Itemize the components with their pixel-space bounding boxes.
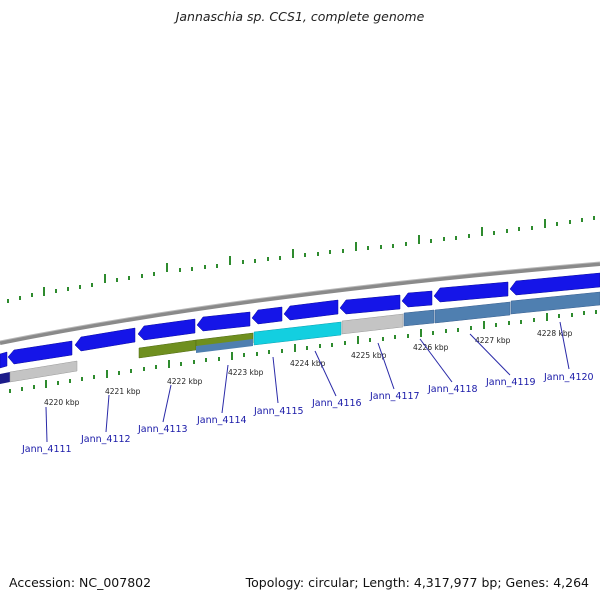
feature-bar-steel[interactable] (196, 339, 253, 353)
scale-label: 4222 kbp (167, 377, 203, 386)
gene-label-jann-4118[interactable]: Jann_4118 (427, 384, 478, 395)
gene-label-jann-4112[interactable]: Jann_4112 (80, 434, 131, 445)
gene-arrow[interactable] (7, 340, 73, 365)
gene-arrow[interactable] (137, 318, 196, 341)
accession-label: Accession: NC_007802 (9, 575, 152, 590)
gene-leader-line (559, 321, 570, 370)
gene-arrow[interactable] (339, 294, 401, 315)
topology-label: Topology: circular; Length: 4,317,977 bp… (245, 575, 589, 590)
gene-leader-line (105, 394, 110, 433)
feature-bar-steel[interactable] (403, 309, 435, 327)
gene-arrow[interactable] (251, 306, 283, 325)
gene-arrow[interactable] (74, 327, 136, 352)
scale-label: 4221 kbp (105, 387, 141, 396)
reverse-strand-features (0, 291, 600, 384)
gene-leader-line (45, 406, 48, 443)
gene-leaders (45, 321, 570, 443)
page-title: Jannaschia sp. CCS1, complete genome (175, 9, 425, 24)
gene-leader-line (419, 338, 453, 383)
scale-label: 4225 kbp (351, 351, 387, 360)
scale-label: 4224 kbp (290, 359, 326, 368)
scale-label: 4223 kbp (228, 368, 264, 377)
feature-bar-steel[interactable] (434, 301, 511, 324)
gene-arrow[interactable] (196, 311, 251, 332)
scale-label: 4227 kbp (475, 336, 511, 345)
gene-labels: Jann_4111 Jann_4112 Jann_4113 Jann_4114 … (21, 372, 594, 455)
gene-leader-line (314, 350, 337, 397)
gene-label-jann-4117[interactable]: Jann_4117 (369, 391, 420, 402)
gene-arrow[interactable] (0, 351, 8, 369)
gene-label-jann-4114[interactable]: Jann_4114 (196, 415, 247, 426)
scale-labels: 4220 kbp 4221 kbp 4222 kbp 4223 kbp 4224… (44, 329, 573, 407)
feature-bar-steel[interactable] (510, 291, 600, 315)
gene-label-jann-4120[interactable]: Jann_4120 (543, 372, 594, 383)
gene-leader-line (469, 333, 511, 376)
gene-label-jann-4116[interactable]: Jann_4116 (311, 398, 362, 409)
feature-bar-gray[interactable] (341, 313, 404, 335)
gene-arrow[interactable] (509, 272, 600, 296)
gene-arrow[interactable] (433, 281, 509, 303)
gene-label-jann-4113[interactable]: Jann_4113 (137, 424, 188, 435)
gene-label-jann-4111[interactable]: Jann_4111 (21, 444, 72, 455)
scale-label: 4226 kbp (413, 343, 449, 352)
feature-bar-gray[interactable] (9, 360, 78, 383)
gene-arrow[interactable] (401, 290, 433, 308)
gene-leader-line (377, 342, 395, 390)
scale-label: 4220 kbp (44, 398, 80, 407)
scale-label: 4228 kbp (537, 329, 573, 338)
gene-leader-line (221, 364, 229, 414)
forward-strand-genes (0, 272, 600, 369)
sequence-backbone (0, 262, 600, 345)
sequence-backbone-highlight (0, 261, 600, 342)
gene-arrow[interactable] (283, 299, 339, 321)
inner-tick-ring (9, 310, 597, 393)
gene-label-jann-4115[interactable]: Jann_4115 (253, 406, 304, 417)
gene-leader-line (162, 384, 172, 423)
feature-bar-cyan[interactable] (253, 321, 342, 346)
gene-label-jann-4119[interactable]: Jann_4119 (485, 377, 536, 388)
gene-leader-line (272, 356, 279, 404)
feature-bar-navy[interactable] (0, 372, 10, 384)
outer-tick-ring (7, 216, 595, 303)
feature-bar-olive[interactable] (138, 339, 197, 359)
